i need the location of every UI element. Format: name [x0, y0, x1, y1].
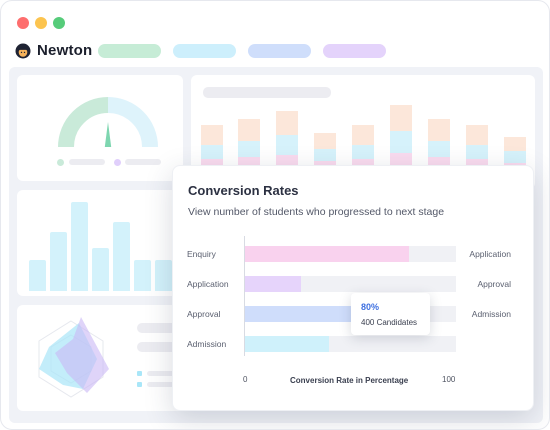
- radar-chart: [38, 317, 109, 398]
- gauge-legend-purple-dot: [114, 159, 121, 166]
- bar: [113, 222, 130, 291]
- minimize-window-button[interactable]: [35, 17, 47, 29]
- gauge-chart: [58, 97, 158, 148]
- newton-logo-icon: [15, 43, 31, 58]
- bar-track: [244, 246, 456, 262]
- next-stage-label: Admission: [471, 309, 511, 319]
- nav-pill-1[interactable]: [98, 44, 161, 58]
- bar-chart-card: [17, 190, 183, 296]
- brand[interactable]: Newton: [15, 42, 92, 59]
- bar: [92, 248, 109, 291]
- bar-chart: [29, 190, 179, 291]
- stage-label: Admission: [187, 339, 227, 349]
- stage-label: Enquiry: [187, 249, 216, 259]
- gauge-needle: [104, 122, 112, 147]
- radar-legend-label: [147, 382, 183, 387]
- chart-title-placeholder: [203, 87, 331, 98]
- radar-card: [17, 305, 183, 411]
- x-tick-label: 0: [243, 375, 248, 384]
- stacked-bars: [191, 75, 535, 171]
- stacked-bar: [428, 119, 450, 171]
- bar: [29, 260, 46, 291]
- bar-track: [244, 336, 456, 352]
- radar-legend-line: [137, 323, 183, 333]
- radar-series-purple: [55, 317, 109, 393]
- radar-legend-dot: [137, 371, 142, 376]
- nav-pill-2[interactable]: [173, 44, 236, 58]
- bar-tooltip: 80% 400 Candidates: [351, 293, 430, 335]
- tooltip-text: 400 Candidates: [361, 318, 418, 327]
- bar: [155, 260, 172, 291]
- conversion-bar[interactable]: [244, 246, 410, 262]
- stacked-bar: [390, 105, 412, 171]
- gauge-legend-green-label: [69, 159, 105, 165]
- bar: [50, 232, 67, 291]
- chart-y-axis: [244, 236, 245, 356]
- brand-name: Newton: [37, 42, 93, 59]
- gauge-card: [17, 75, 183, 181]
- radar-legend-line: [137, 342, 183, 352]
- conversion-bar[interactable]: [244, 336, 329, 352]
- stacked-bar: [276, 111, 298, 171]
- nav-pill-3[interactable]: [248, 44, 311, 58]
- bar: [134, 260, 151, 291]
- conversion-rates-panel: Conversion Rates View number of students…: [172, 165, 534, 411]
- gauge-legend-purple-label: [125, 159, 161, 165]
- nav-pill-4[interactable]: [323, 44, 386, 58]
- maximize-window-button[interactable]: [53, 17, 65, 29]
- next-stage-label: Approval: [477, 279, 511, 289]
- close-window-button[interactable]: [17, 17, 29, 29]
- window-controls: [17, 17, 65, 29]
- x-tick-label: 100: [442, 375, 456, 384]
- panel-subtitle: View number of students who progressed t…: [188, 206, 445, 218]
- bar: [71, 202, 88, 291]
- x-axis-title: Conversion Rate in Percentage: [290, 376, 409, 385]
- panel-title: Conversion Rates: [188, 183, 299, 198]
- radar-legend-label: [147, 371, 183, 376]
- gauge-legend-green-dot: [57, 159, 64, 166]
- next-stage-label: Application: [469, 249, 511, 259]
- stacked-bar: [238, 119, 260, 171]
- tooltip-value: 80%: [361, 302, 380, 312]
- radar-legend-dot: [137, 382, 142, 387]
- bar-track: [244, 276, 456, 292]
- stage-label: Approval: [187, 309, 221, 319]
- conversion-bar[interactable]: [244, 276, 302, 292]
- stage-label: Application: [187, 279, 229, 289]
